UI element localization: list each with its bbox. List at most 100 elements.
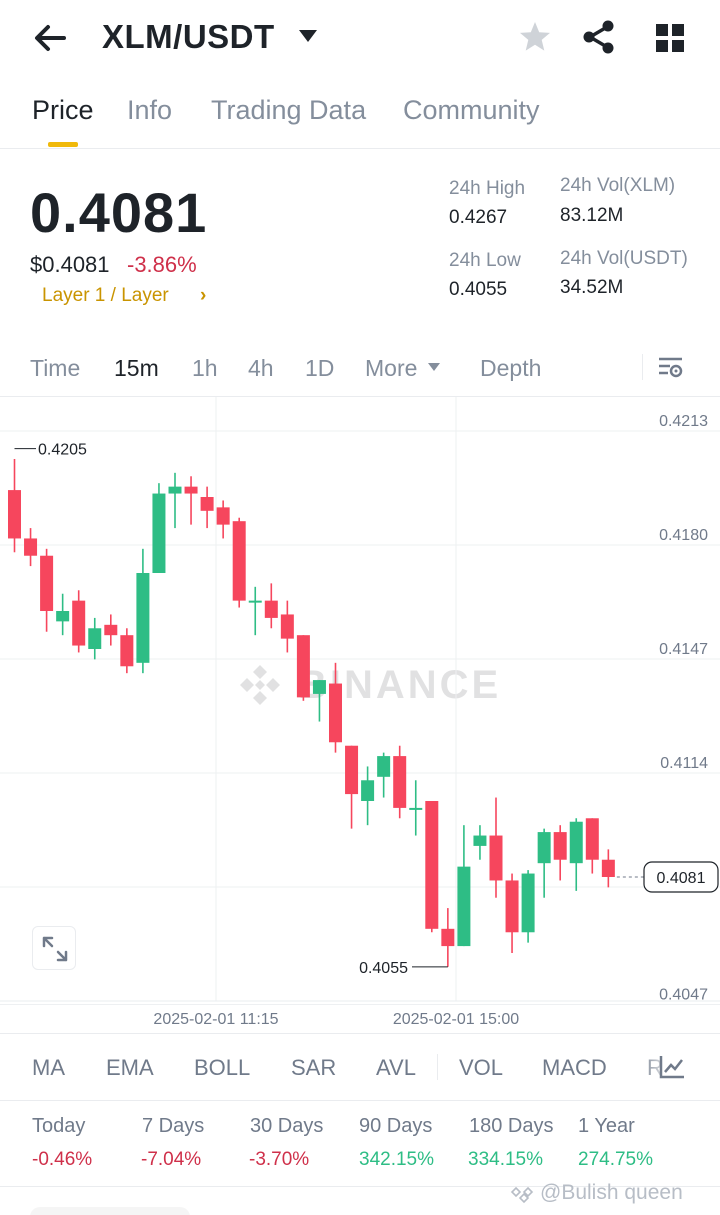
- low-24h-value: 0.4055: [449, 279, 508, 300]
- perf-value-180d: 334.15%: [468, 1149, 544, 1170]
- arrow-left-icon: [35, 25, 66, 51]
- y-tick-label: 0.4180: [659, 527, 708, 544]
- interval-1d[interactable]: 1D: [305, 355, 335, 381]
- candle-body: [152, 493, 166, 573]
- divider: [0, 1033, 720, 1034]
- candle-body: [72, 600, 86, 646]
- y-tick-label: 0.4213: [659, 413, 708, 430]
- candle-body: [56, 611, 70, 622]
- interval-more[interactable]: More: [365, 355, 418, 381]
- candle-body: [569, 821, 583, 864]
- usd-price: $0.4081: [30, 252, 110, 277]
- pair-selector-title[interactable]: XLM/USDT: [102, 18, 275, 55]
- chart-tool-icon[interactable]: [658, 1054, 686, 1080]
- indicator-ma[interactable]: MA: [32, 1055, 65, 1080]
- share-icon: [583, 20, 614, 54]
- share-button[interactable]: [580, 18, 618, 56]
- divider: [642, 354, 643, 380]
- candle-body: [248, 600, 262, 603]
- expand-icon: [42, 936, 68, 962]
- candle-body: [505, 880, 519, 933]
- candle-body: [296, 635, 310, 698]
- watermark-logo-icon: [510, 1186, 534, 1204]
- active-tab-indicator: [48, 142, 78, 147]
- chart-settings-icon[interactable]: [656, 354, 686, 382]
- perf-value-90d: 342.15%: [359, 1149, 435, 1170]
- candle-body: [553, 832, 567, 860]
- candle-body: [24, 538, 38, 556]
- favorite-button[interactable]: [516, 18, 554, 56]
- y-tick-label: 0.4047: [659, 986, 708, 1003]
- candle-body: [168, 486, 182, 494]
- price-change-percent: -3.86%: [127, 252, 197, 277]
- tab-community[interactable]: Community: [403, 95, 540, 125]
- candle-body: [457, 866, 471, 947]
- x-tick-label: 2025-02-01 15:00: [393, 1011, 519, 1028]
- high-24h-label: 24h High: [449, 178, 526, 199]
- candlestick-svg: 0.4213 0.4180 0.4147 0.4114 0.4047 0.4081 2025…: [0, 397, 720, 1028]
- divider: [0, 1100, 720, 1101]
- high-marker-label: 0.4205: [38, 442, 87, 459]
- star-icon: [520, 22, 550, 51]
- perf-label-1y: 1 Year: [578, 1115, 635, 1137]
- last-price: 0.4081: [30, 181, 208, 244]
- price-chart[interactable]: BINANCE 0.42130.41800.41470.41140.40470.…: [0, 397, 720, 1033]
- perf-label-30d: 30 Days: [250, 1115, 324, 1137]
- creator-credit: @Bulish queen: [540, 1181, 683, 1204]
- perf-value-today: -0.46%: [32, 1149, 93, 1170]
- indicator-selector: MA EMA BOLL SAR AVL VOL MACD R: [0, 1034, 720, 1100]
- high-24h-value: 0.4267: [449, 207, 508, 228]
- indicator-boll[interactable]: BOLL: [194, 1055, 251, 1080]
- candle-body: [425, 801, 439, 929]
- back-button[interactable]: [30, 18, 70, 58]
- section-tabs: Price Info Trading Data Community: [0, 90, 720, 148]
- interval-4h[interactable]: 4h: [248, 355, 274, 381]
- candle-body: [489, 835, 503, 881]
- last-price-box: [643, 861, 719, 893]
- indicator-sar[interactable]: SAR: [291, 1055, 337, 1080]
- divider: [0, 148, 720, 149]
- tab-price[interactable]: Price: [32, 95, 94, 125]
- indicator-avl[interactable]: AVL: [376, 1055, 416, 1080]
- perf-value-7d: -7.04%: [141, 1149, 202, 1170]
- x-tick-label: 2025-02-01 11:15: [153, 1011, 278, 1028]
- fullscreen-button[interactable]: [32, 926, 76, 970]
- indicator-ema[interactable]: EMA: [106, 1055, 154, 1080]
- tab-info[interactable]: Info: [127, 95, 173, 125]
- perf-label-7d: 7 Days: [142, 1115, 205, 1137]
- candle-body: [136, 573, 150, 663]
- candle-body: [441, 928, 455, 947]
- depth-tab[interactable]: Depth: [480, 355, 542, 381]
- interval-15m[interactable]: 15m: [114, 355, 159, 381]
- indicator-vol[interactable]: VOL: [459, 1055, 504, 1080]
- candle-body: [184, 486, 198, 494]
- candle-body: [264, 600, 278, 618]
- bottom-pill: [30, 1207, 190, 1215]
- candle-body: [280, 614, 294, 639]
- interval-1h[interactable]: 1h: [192, 355, 218, 381]
- candle-body: [345, 745, 359, 795]
- divider: [0, 396, 720, 397]
- low-marker-label: 0.4055: [359, 960, 408, 977]
- indicator-macd[interactable]: MACD: [542, 1055, 607, 1080]
- grid-icon: [656, 24, 684, 52]
- perf-label-today: Today: [32, 1115, 86, 1137]
- candle-body: [40, 555, 54, 611]
- caret-down-icon[interactable]: [298, 29, 318, 43]
- perf-label-180d: 180 Days: [469, 1115, 554, 1137]
- scroll-fade: [640, 1034, 670, 1100]
- category-link[interactable]: Layer 1 / Layer: [42, 285, 169, 306]
- perf-label-90d: 90 Days: [359, 1115, 433, 1137]
- interval-time[interactable]: Time: [30, 355, 81, 381]
- candle-body: [393, 756, 407, 808]
- candle-body: [409, 807, 423, 810]
- app-header: XLM/USDT: [0, 0, 720, 76]
- vol-xlm-label: 24h Vol(XLM): [560, 175, 676, 196]
- menu-grid-button[interactable]: [652, 20, 688, 56]
- caret-down-icon[interactable]: [427, 362, 441, 372]
- perf-value-30d: -3.70%: [249, 1149, 310, 1170]
- candle-body: [361, 780, 375, 801]
- candle-body: [200, 497, 214, 511]
- tab-trading-data[interactable]: Trading Data: [211, 95, 367, 125]
- chevron-right-icon[interactable]: ›: [200, 285, 207, 306]
